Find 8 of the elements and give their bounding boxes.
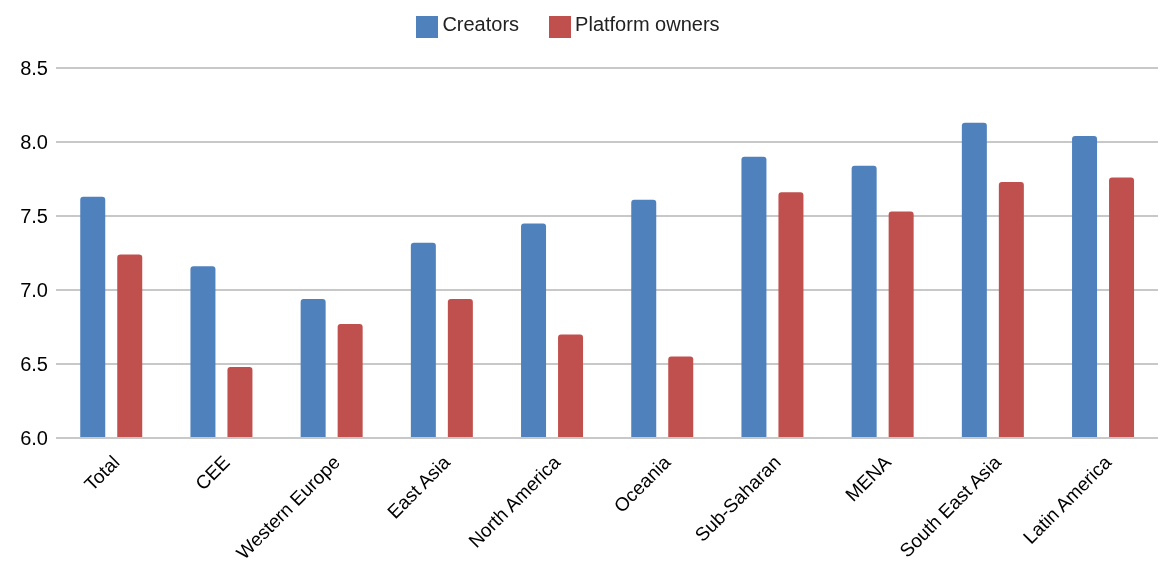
legend-label: Creators <box>442 13 520 35</box>
y-tick-label: 7.0 <box>20 279 48 302</box>
y-tick-label: 6.0 <box>20 427 48 450</box>
y-tick-label: 7.5 <box>20 205 48 228</box>
y-tick-label: 8.0 <box>20 131 48 154</box>
legend-label: Platform owners <box>575 13 720 35</box>
y-tick-label: 6.5 <box>20 353 48 376</box>
y-tick-label: 8.5 <box>20 57 48 80</box>
